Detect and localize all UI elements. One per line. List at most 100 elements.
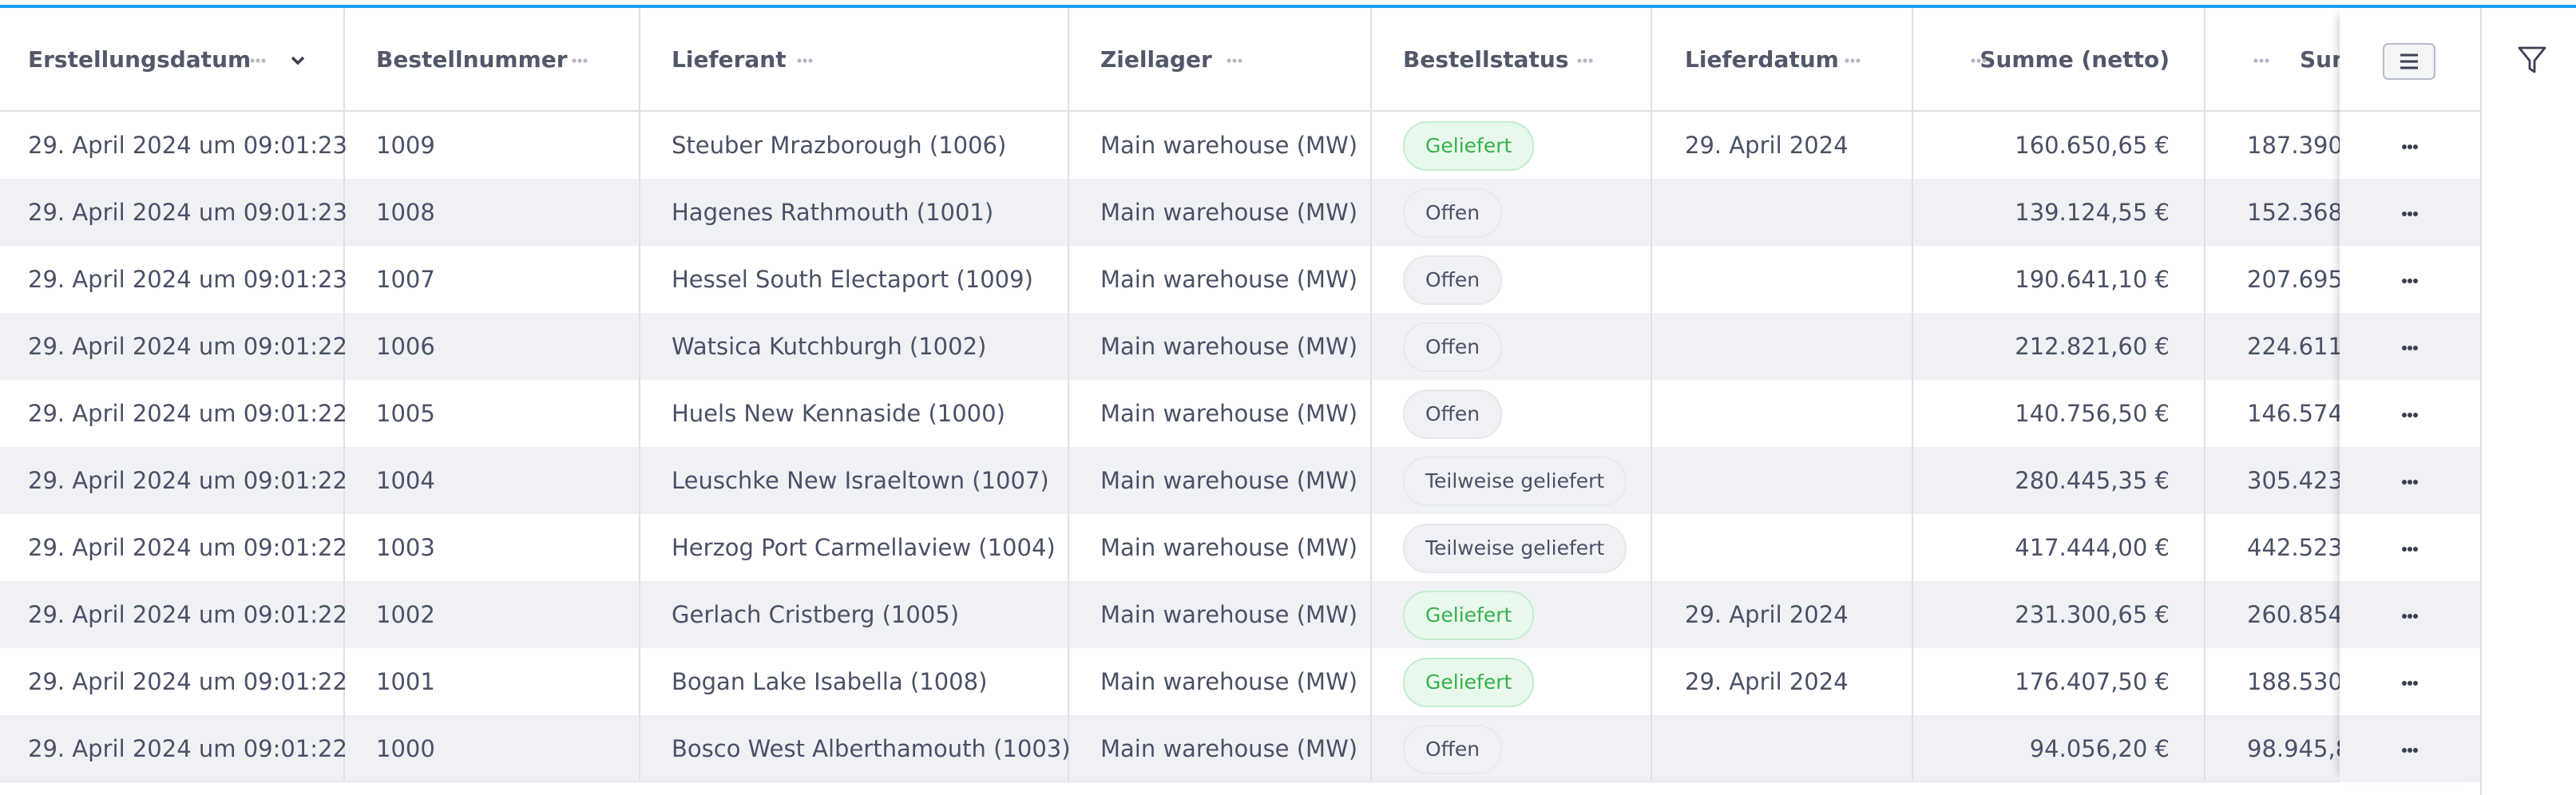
row-actions[interactable]	[2393, 541, 2427, 557]
table-cell: 29. April 2024 um 09:01:22	[28, 333, 347, 360]
row-background	[0, 447, 2480, 514]
column-header[interactable]: Ziellager	[1100, 46, 1212, 73]
row-actions[interactable]	[2393, 474, 2427, 490]
actions-header-border	[2340, 110, 2480, 112]
table-cell: 1000	[376, 735, 435, 762]
column-border	[1912, 8, 1913, 782]
row-actions[interactable]	[2393, 273, 2427, 289]
row-actions[interactable]	[2393, 675, 2427, 691]
column-menu[interactable]	[241, 53, 275, 69]
column-header[interactable]: Bestellstatus	[1403, 46, 1569, 73]
header-border	[0, 110, 2480, 112]
table-cell: Bogan Lake Isabella (1008)	[672, 668, 988, 695]
table-cell: Gerlach Cristberg (1005)	[672, 601, 960, 628]
row-background	[0, 715, 2480, 782]
table-cell: 160.650,65 €	[2015, 132, 2170, 159]
row-background	[0, 112, 2480, 179]
table-cell: 176.407,50 €	[2015, 668, 2170, 695]
table-cell: 1006	[376, 333, 435, 360]
column-header[interactable]: Lieferant	[672, 46, 787, 73]
table-cell: 1009	[376, 132, 435, 159]
row-background	[0, 246, 2480, 313]
table-cell: Herzog Port Carmellaview (1004)	[672, 534, 1056, 561]
column-header[interactable]: Bestellnummer	[376, 46, 568, 73]
column-border	[1068, 8, 1069, 782]
table-cell: Main warehouse (MW)	[1100, 333, 1358, 360]
table-cell: 29. April 2024 um 09:01:22	[28, 400, 347, 427]
status-badge: Offen	[1403, 188, 1503, 238]
sort-icon[interactable]	[289, 53, 307, 69]
column-menu[interactable]	[563, 53, 596, 69]
table-cell: 212.821,60 €	[2015, 333, 2170, 360]
table-cell: Hessel South Electaport (1009)	[672, 266, 1033, 293]
table-cell: 1007	[376, 266, 435, 293]
row-actions[interactable]	[2393, 407, 2427, 423]
table-cell: 98.945,8	[2247, 735, 2351, 762]
bottom-border	[0, 781, 2480, 782]
row-actions[interactable]	[2393, 608, 2427, 624]
table-cell: 29. April 2024	[1685, 132, 1849, 159]
column-menu[interactable]	[1568, 53, 1602, 69]
row-background	[0, 648, 2480, 715]
table-cell: 29. April 2024 um 09:01:22	[28, 601, 347, 628]
column-header[interactable]: Lieferdatum	[1685, 46, 1839, 73]
table-cell: Huels New Kennaside (1000)	[672, 400, 1005, 427]
column-header[interactable]: Sum	[2300, 46, 2340, 73]
table-cell: Main warehouse (MW)	[1100, 735, 1358, 762]
table-cell: 139.124,55 €	[2015, 199, 2170, 226]
table-cell: Main warehouse (MW)	[1100, 400, 1358, 427]
column-menu[interactable]	[788, 53, 822, 69]
status-badge: Geliefert	[1403, 591, 1535, 640]
table-cell: Bosco West Alberthamouth (1003)	[672, 735, 1071, 762]
table-cell: Main warehouse (MW)	[1100, 132, 1358, 159]
column-border	[1370, 8, 1372, 782]
table-cell: 1003	[376, 534, 435, 561]
table-cell: 140.756,50 €	[2015, 400, 2170, 427]
table-cell: 417.444,00 €	[2015, 534, 2170, 561]
row-actions[interactable]	[2393, 742, 2427, 758]
column-border	[343, 8, 345, 782]
column-menu[interactable]	[1962, 53, 1995, 69]
table-cell: 29. April 2024 um 09:01:22	[28, 467, 347, 494]
status-badge: Offen	[1403, 725, 1503, 774]
column-menu[interactable]	[1218, 53, 1251, 69]
table-cell: 29. April 2024 um 09:01:22	[28, 668, 347, 695]
table-cell: 29. April 2024 um 09:01:22	[28, 735, 347, 762]
row-actions[interactable]	[2393, 139, 2427, 155]
column-settings-button[interactable]	[2383, 43, 2435, 80]
filter-icon[interactable]	[2517, 45, 2547, 77]
row-background	[0, 514, 2480, 581]
table-cell: 1005	[376, 400, 435, 427]
column-border	[1651, 8, 1652, 782]
column-header[interactable]: Summe (netto)	[1980, 46, 2170, 73]
column-menu[interactable]	[2245, 53, 2278, 69]
column-border	[2204, 8, 2205, 782]
row-actions[interactable]	[2393, 206, 2427, 222]
table-cell: Watsica Kutchburgh (1002)	[672, 333, 987, 360]
row-background	[0, 380, 2480, 447]
filter-panel	[2480, 8, 2576, 795]
row-background	[0, 179, 2480, 246]
table-cell: 280.445,35 €	[2015, 467, 2170, 494]
table-cell: 1004	[376, 467, 435, 494]
table-cell: Main warehouse (MW)	[1100, 534, 1358, 561]
table-cell: 29. April 2024 um 09:01:23	[28, 132, 347, 159]
table-cell: 29. April 2024	[1685, 601, 1849, 628]
row-background	[0, 581, 2480, 648]
table-cell: 1008	[376, 199, 435, 226]
status-badge: Teilweise geliefert	[1403, 457, 1627, 506]
status-badge: Offen	[1403, 255, 1503, 305]
row-actions[interactable]	[2393, 340, 2427, 356]
table-cell: Leuschke New Israeltown (1007)	[672, 467, 1049, 494]
column-menu[interactable]	[1836, 53, 1869, 69]
table-cell: 29. April 2024 um 09:01:23	[28, 199, 347, 226]
status-badge: Offen	[1403, 322, 1503, 372]
table-cell: 1001	[376, 668, 435, 695]
table-cell: 1002	[376, 601, 435, 628]
table-cell: 231.300,65 €	[2015, 601, 2170, 628]
status-badge: Geliefert	[1403, 658, 1535, 707]
status-badge: Teilweise geliefert	[1403, 524, 1627, 573]
table-cell: Main warehouse (MW)	[1100, 601, 1358, 628]
column-header[interactable]: Erstellungsdatum	[28, 46, 252, 73]
